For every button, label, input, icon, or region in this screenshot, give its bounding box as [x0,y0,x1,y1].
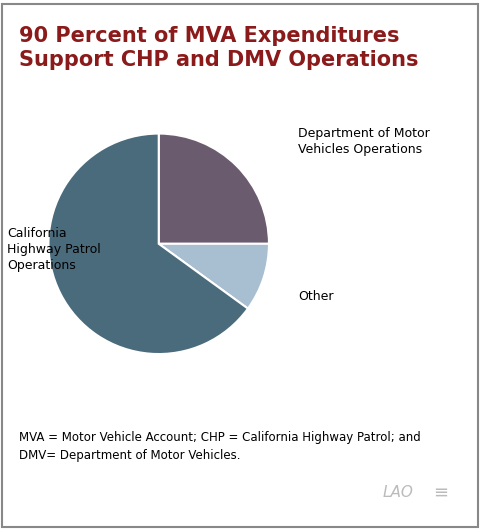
Wedge shape [158,244,268,308]
Text: LAO: LAO [381,485,412,500]
Wedge shape [158,134,268,244]
Text: Other: Other [298,290,333,303]
Text: California
Highway Patrol
Operations: California Highway Patrol Operations [7,227,101,271]
Text: 90 Percent of MVA Expenditures
Support CHP and DMV Operations: 90 Percent of MVA Expenditures Support C… [19,26,418,70]
Text: Department of Motor
Vehicles Operations: Department of Motor Vehicles Operations [298,127,429,156]
Text: Figure 5: Figure 5 [11,4,82,20]
Wedge shape [48,134,247,354]
Text: MVA = Motor Vehicle Account; CHP = California Highway Patrol; and
DMV= Departmen: MVA = Motor Vehicle Account; CHP = Calif… [19,431,420,462]
Text: ≡: ≡ [432,484,447,502]
